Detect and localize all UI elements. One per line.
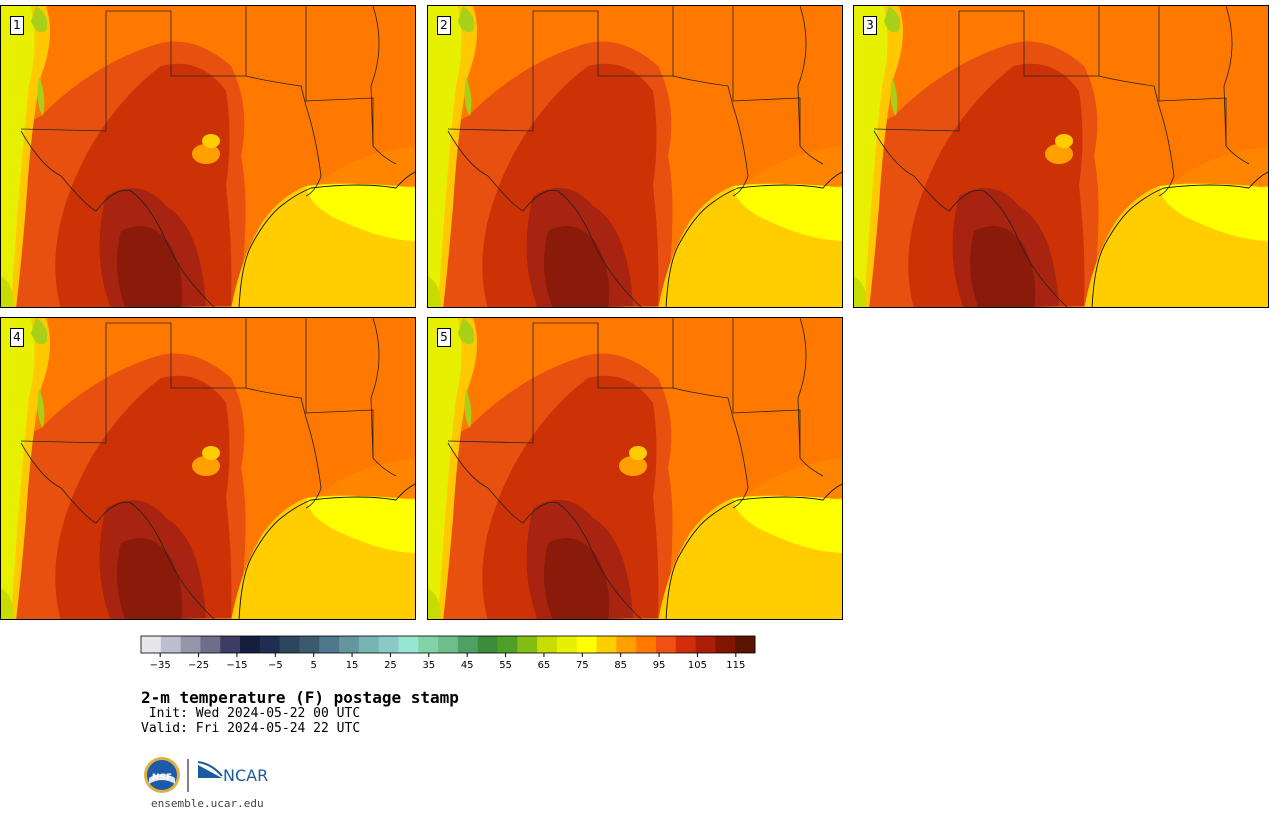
colorbar-swatch bbox=[358, 636, 380, 653]
colorbar-swatch bbox=[537, 636, 558, 653]
init-time: Init: Wed 2024-05-22 00 UTC bbox=[141, 706, 361, 721]
colorbar-tick-label: 95 bbox=[653, 660, 666, 671]
member-label: 4 bbox=[10, 328, 24, 347]
colorbar-tick-label: 85 bbox=[614, 660, 627, 671]
colorbar-tick-label: −35 bbox=[150, 660, 171, 671]
member-panel-2: 2 bbox=[427, 5, 843, 308]
colorbar-tick-label: 45 bbox=[461, 660, 474, 671]
member-label: 3 bbox=[863, 16, 877, 35]
colorbar-swatch bbox=[398, 636, 419, 653]
colorbar-swatch bbox=[378, 636, 399, 653]
member-panel-5: 5 bbox=[427, 317, 843, 620]
colorbar-swatch bbox=[180, 636, 201, 653]
colorbar-tick-label: 65 bbox=[538, 660, 551, 671]
colorbar-swatch bbox=[240, 636, 261, 653]
colorbar-tick-label: −15 bbox=[226, 660, 247, 671]
colorbar-swatch bbox=[695, 636, 716, 653]
colorbar-tick-label: 115 bbox=[726, 660, 745, 671]
colorbar-tick-label: 5 bbox=[311, 660, 317, 671]
valid-time: Valid: Fri 2024-05-24 22 UTC bbox=[141, 721, 361, 736]
colorbar-swatch bbox=[279, 636, 300, 653]
colorbar-swatch bbox=[220, 636, 241, 653]
member-label: 5 bbox=[437, 328, 451, 347]
colorbar-swatch bbox=[200, 636, 221, 653]
colorbar-swatch bbox=[596, 636, 617, 653]
colorbar-tick-label: 35 bbox=[422, 660, 435, 671]
colorbar-swatch bbox=[715, 636, 736, 653]
colorbar-swatch bbox=[576, 636, 598, 653]
colorbar-tick-label: 25 bbox=[384, 660, 397, 671]
member-label: 1 bbox=[10, 16, 24, 35]
colorbar-tick-label: −5 bbox=[268, 660, 283, 671]
svg-text:NSF: NSF bbox=[152, 773, 172, 783]
member-panel-3: 3 bbox=[853, 5, 1269, 308]
colorbar-swatch bbox=[339, 636, 360, 653]
colorbar-swatch bbox=[160, 636, 182, 653]
member-panel-1: 1 bbox=[0, 5, 416, 308]
colorbar-swatch bbox=[457, 636, 479, 653]
colorbar-swatch bbox=[259, 636, 281, 653]
colorbar-swatch bbox=[517, 636, 538, 653]
colorbar-swatch bbox=[319, 636, 340, 653]
colorbar-swatch bbox=[141, 636, 162, 653]
colorbar-tick-label: 15 bbox=[346, 660, 359, 671]
colorbar-swatch bbox=[438, 636, 459, 653]
colorbar-swatch bbox=[636, 636, 657, 653]
colorbar-swatch bbox=[735, 636, 756, 653]
colorbar-swatch bbox=[477, 636, 499, 653]
colorbar-swatch bbox=[655, 636, 677, 653]
colorbar-swatch bbox=[299, 636, 320, 653]
member-label: 2 bbox=[437, 16, 451, 35]
colorbar-swatch bbox=[616, 636, 637, 653]
sponsor-logos: NSF NCAR bbox=[144, 757, 268, 793]
plot-title: 2-m temperature (F) postage stamp bbox=[141, 688, 459, 707]
colorbar-tick-label: 105 bbox=[688, 660, 707, 671]
colorbar-swatch bbox=[556, 636, 578, 653]
colorbar-tick-label: 75 bbox=[576, 660, 589, 671]
nsf-logo-icon: NSF bbox=[144, 757, 180, 793]
colorbar-tick-label: −25 bbox=[188, 660, 209, 671]
colorbar: −35 −25 −15 −5 5 15 25 35 45 55 65 75 85 95 105 115 bbox=[140, 635, 756, 671]
colorbar-swatch bbox=[497, 636, 518, 653]
svg-text:NCAR: NCAR bbox=[223, 766, 268, 785]
colorbar-tick-label: 55 bbox=[499, 660, 512, 671]
member-panel-4: 4 bbox=[0, 317, 416, 620]
ncar-logo-icon: NCAR bbox=[197, 761, 268, 785]
colorbar-swatch bbox=[418, 636, 439, 653]
colorbar-swatch bbox=[675, 636, 697, 653]
website-url: ensemble.ucar.edu bbox=[151, 797, 264, 810]
